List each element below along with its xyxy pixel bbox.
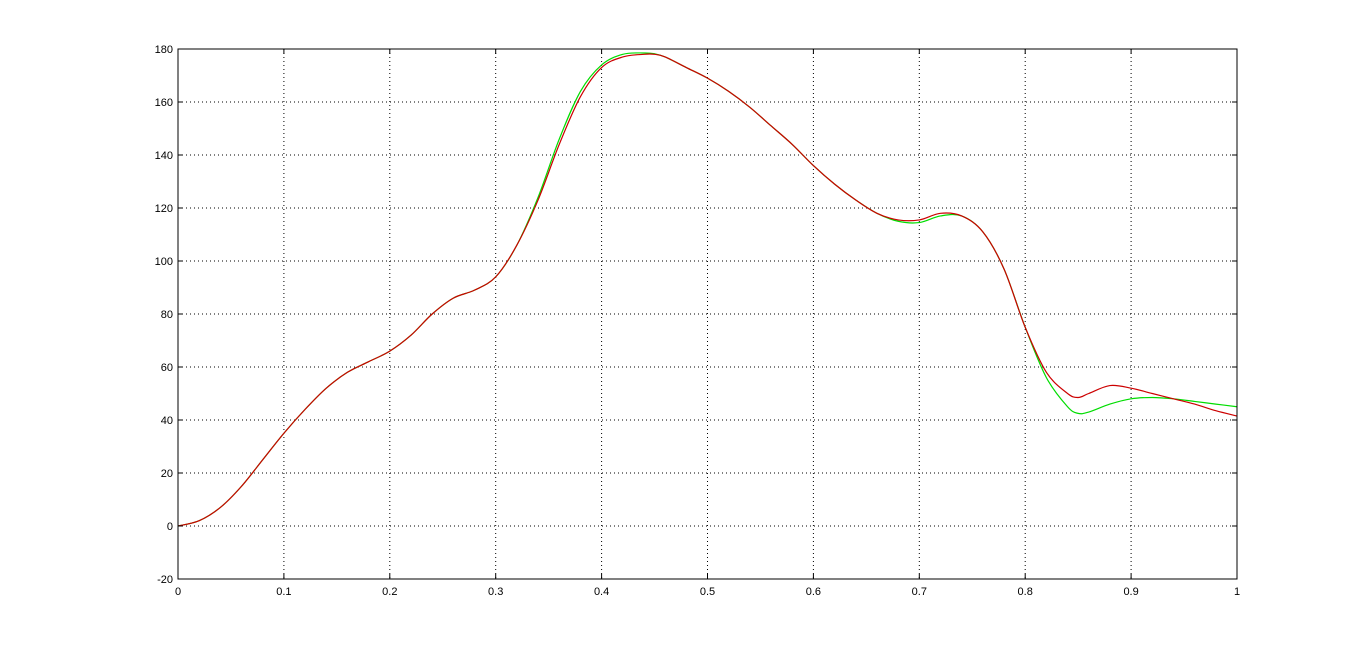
series-line-2 [177,53,1238,527]
y-tick-label: 0 [167,521,173,533]
x-tick-label: 0.3 [488,586,503,598]
y-tick-label: 180 [155,44,173,56]
x-tick-label: 1 [1234,586,1240,598]
y-tick-label: 120 [155,203,173,215]
ticks [177,48,1238,580]
y-tick-label: 40 [161,415,173,427]
x-tick-label: 0.1 [276,586,291,598]
x-tick-labels: 0 0.1 0.2 0.3 0.4 0.5 0.6 0.7 0.8 0.9 1 [175,586,1240,598]
x-tick-label: 0.2 [382,586,397,598]
x-tick-label: 0.6 [806,586,821,598]
x-tick-label: 0 [175,586,181,598]
series-layer [177,52,1238,527]
x-tick-label: 0.9 [1123,586,1138,598]
y-tick-label: -20 [157,574,173,586]
grid [178,49,1237,579]
y-tick-label: 60 [161,362,173,374]
y-tick-label: 20 [161,468,173,480]
x-tick-label: 0.8 [1018,586,1033,598]
x-tick-label: 0.5 [700,586,715,598]
y-tick-labels: -20 0 20 40 60 80 100 120 140 160 180 [155,44,173,586]
x-tick-label: 0.7 [912,586,927,598]
y-tick-label: 140 [155,150,173,162]
y-tick-label: 160 [155,97,173,109]
x-tick-label: 0.4 [594,586,609,598]
y-tick-label: 80 [161,309,173,321]
y-tick-label: 100 [155,256,173,268]
